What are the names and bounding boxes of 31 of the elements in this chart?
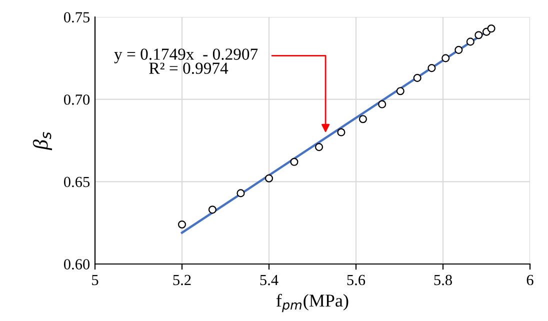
point bbox=[178, 220, 186, 229]
point bbox=[428, 64, 436, 72]
point bbox=[454, 46, 463, 54]
y-tick-label: 0.60 bbox=[64, 259, 90, 270]
x-tick-label: 5.8 bbox=[434, 274, 452, 286]
point bbox=[236, 189, 245, 198]
point bbox=[315, 143, 324, 152]
y-tick-label: 0.70 bbox=[64, 94, 90, 105]
point bbox=[337, 128, 346, 136]
annotation: y = 0.1749x - 0.2907 bbox=[114, 48, 258, 64]
x-tick-label: 5.6 bbox=[347, 274, 366, 286]
x-tick-label: 5.4 bbox=[260, 274, 278, 286]
point bbox=[378, 100, 386, 108]
y-tick-label: 0.75 bbox=[64, 12, 90, 23]
x-tick-label: 5 bbox=[92, 275, 98, 286]
annotation: R² = 0.9974 bbox=[149, 62, 228, 74]
point bbox=[413, 74, 422, 82]
point bbox=[358, 115, 367, 124]
x-axis-title: f$_{pm}$(MPa) bbox=[276, 294, 348, 312]
y-axis-title: β$_{s}$ bbox=[32, 132, 52, 150]
point bbox=[474, 31, 483, 40]
point bbox=[208, 206, 216, 214]
point bbox=[396, 87, 404, 96]
point bbox=[290, 158, 298, 166]
point bbox=[487, 24, 496, 33]
x-tick-label: 5.2 bbox=[173, 274, 191, 286]
point bbox=[442, 54, 450, 62]
y-tick-label: 0.65 bbox=[64, 176, 90, 188]
point bbox=[466, 38, 474, 46]
point bbox=[264, 174, 274, 182]
x-tick-label: 6 bbox=[526, 274, 534, 286]
